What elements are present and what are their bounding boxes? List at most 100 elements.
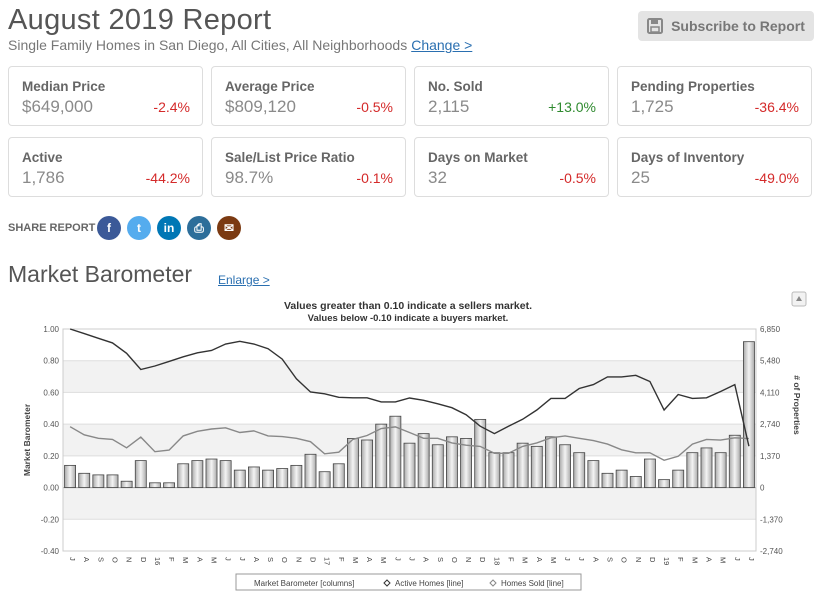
x-tick-label: J [747, 557, 756, 561]
bar [629, 476, 642, 488]
x-tick-label: J [408, 557, 417, 561]
export-arrow-icon [796, 296, 802, 301]
bar [347, 438, 359, 488]
x-tick-label: A [195, 557, 204, 562]
x-tick-label: M [210, 557, 219, 563]
stat-value: 1,786 [22, 168, 65, 187]
y-tick-label: 0.00 [43, 484, 59, 493]
x-tick-label: M [181, 557, 190, 563]
bar [417, 433, 430, 488]
bar [502, 452, 515, 488]
bar [573, 452, 586, 488]
y2-axis-label: # of Properties [792, 375, 802, 435]
x-tick-label: F [167, 557, 176, 562]
x-tick-label: A [591, 557, 600, 562]
share-print-button[interactable]: ⎙ [187, 216, 211, 240]
subscribe-label: Subscribe to Report [671, 18, 805, 34]
x-tick-label: M [690, 557, 699, 563]
bar [361, 439, 373, 488]
bar [545, 436, 557, 488]
y2-tick-label: 6,850 [760, 325, 781, 334]
bar [290, 464, 303, 488]
x-tick-label: J [238, 557, 247, 561]
x-tick-label: O [111, 557, 120, 563]
bar [163, 482, 175, 488]
bar [92, 474, 105, 488]
x-tick-label: A [82, 557, 91, 562]
stat-label: Sale/List Price Ratio [225, 150, 355, 165]
market-barometer-chart: Values greater than 0.10 indicate a sell… [22, 291, 807, 591]
market-barometer-title: Market Barometer [8, 261, 193, 287]
linkedin-icon: in [163, 221, 175, 235]
bar [262, 469, 274, 488]
x-tick-label: M [549, 557, 558, 563]
bar [700, 447, 713, 488]
x-tick-label: 18 [492, 557, 501, 565]
stat-change: -44.2% [145, 170, 190, 186]
subscribe-button[interactable]: Subscribe to Report [638, 11, 814, 41]
bar [474, 418, 487, 488]
bar [78, 472, 91, 488]
y2-tick-label: -2,740 [760, 547, 783, 556]
x-tick-label: D [648, 557, 657, 563]
bar [559, 444, 571, 488]
x-tick-label: D [139, 557, 148, 563]
x-tick-label: O [620, 557, 629, 563]
x-tick-label: N [125, 557, 134, 562]
x-tick-label: J [393, 557, 402, 561]
stat-card-average-price: Average Price $809,120 -0.5% [211, 66, 406, 126]
legend-item-sold: Homes Sold [line] [501, 579, 564, 588]
x-tick-label: A [705, 557, 714, 562]
x-tick-label: A [365, 557, 374, 562]
x-tick-label: J [224, 557, 233, 561]
stat-label: Active [22, 150, 63, 165]
x-tick-label: 17 [323, 557, 332, 565]
stat-change: -0.5% [559, 170, 596, 186]
x-tick-label: N [634, 557, 643, 562]
x-tick-label: F [337, 557, 346, 562]
legend-item-columns: Market Barometer [columns] [254, 579, 354, 588]
stat-card-no-sold: No. Sold 2,115 +13.0% [414, 66, 609, 126]
stat-value: 32 [428, 168, 447, 187]
share-linkedin-button[interactable]: in [157, 216, 181, 240]
bar [530, 445, 543, 488]
y-tick-label: 0.80 [43, 357, 59, 366]
bar [332, 463, 345, 488]
bar [516, 442, 529, 488]
x-tick-label: A [422, 557, 431, 562]
print-icon: ⎙ [194, 220, 204, 235]
stat-value: $649,000 [22, 97, 93, 116]
stat-label: Average Price [225, 79, 315, 94]
share-email-button[interactable]: ✉ [217, 216, 241, 240]
y-tick-label: -0.40 [41, 547, 60, 556]
legend-item-active: Active Homes [line] [395, 579, 463, 588]
subtitle-text: Single Family Homes in San Diego, All Ci… [8, 37, 408, 53]
bar [177, 463, 190, 488]
share-twitter-button[interactable]: t [127, 216, 151, 240]
x-tick-label: J [733, 557, 742, 561]
bar [64, 464, 76, 488]
bar [644, 458, 656, 488]
x-tick-label: M [351, 557, 360, 563]
share-facebook-button[interactable]: f [97, 216, 121, 240]
y2-tick-label: 0 [760, 484, 765, 493]
stat-label: No. Sold [428, 79, 483, 94]
legend-marker-active [383, 579, 391, 587]
stat-value: 1,725 [631, 97, 674, 116]
facebook-icon: f [107, 221, 111, 235]
stat-value: 25 [631, 168, 650, 187]
enlarge-link[interactable]: Enlarge > [218, 273, 270, 287]
x-tick-label: D [309, 557, 318, 563]
bar [403, 442, 416, 488]
active-homes-line [69, 328, 750, 447]
change-link[interactable]: Change > [411, 37, 473, 53]
page-subtitle: Single Family Homes in San Diego, All Ci… [8, 37, 472, 53]
homes-sold-line [69, 426, 749, 462]
legend-marker-sold [489, 579, 497, 587]
y-tick-label: 0.20 [43, 452, 59, 461]
bar [431, 444, 444, 488]
stat-card-days-on-market: Days on Market 32 -0.5% [414, 137, 609, 197]
x-tick-label: N [464, 557, 473, 562]
x-tick-label: S [436, 557, 445, 562]
bar [304, 453, 317, 488]
